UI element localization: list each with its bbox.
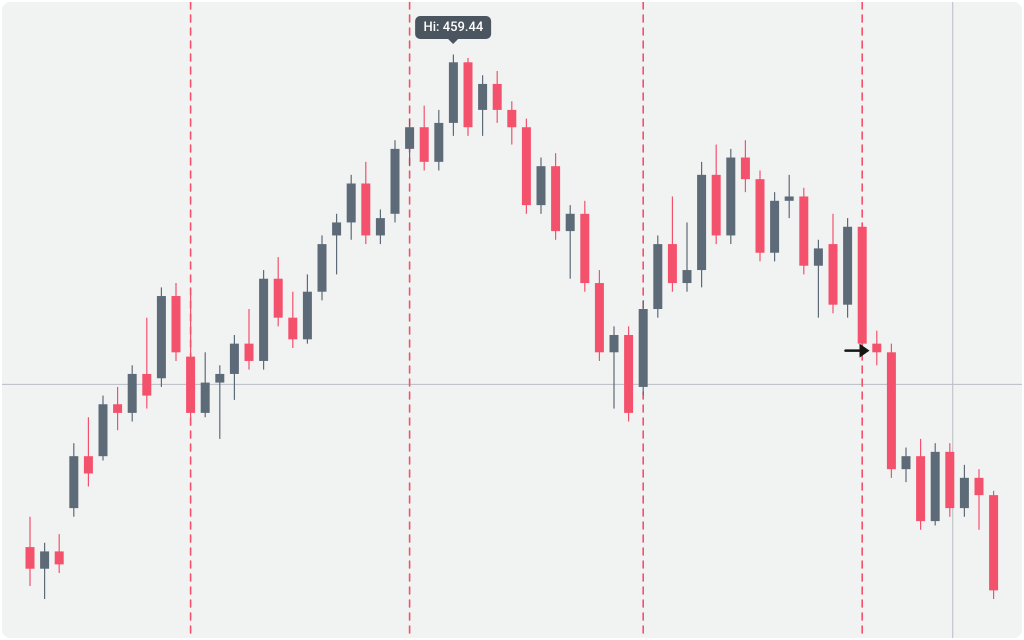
candle-18[interactable]	[288, 292, 297, 348]
candle-29[interactable]	[449, 55, 458, 136]
candle-54[interactable]	[814, 240, 823, 318]
candle-2[interactable]	[55, 534, 64, 573]
candle-33[interactable]	[507, 101, 516, 144]
candle-53[interactable]	[799, 188, 808, 275]
candle-32[interactable]	[493, 71, 502, 123]
candle-61[interactable]	[916, 439, 925, 530]
candle-48[interactable]	[726, 149, 735, 244]
candle-1[interactable]	[40, 543, 49, 599]
candle-57[interactable]	[858, 222, 867, 352]
candle-16[interactable]	[259, 270, 268, 370]
candle-8[interactable]	[142, 318, 151, 409]
candle-19[interactable]	[303, 274, 312, 343]
candle-58[interactable]	[872, 331, 881, 366]
candle-37[interactable]	[566, 205, 575, 279]
candle-66[interactable]	[989, 491, 998, 599]
candle-62[interactable]	[931, 443, 940, 525]
candle-3[interactable]	[69, 443, 78, 517]
chart-panel[interactable]: Hi: 459.44	[2, 2, 1022, 638]
candle-35[interactable]	[537, 158, 546, 214]
candlestick-chart[interactable]	[2, 2, 1022, 638]
candle-17[interactable]	[274, 257, 283, 326]
candle-7[interactable]	[128, 365, 137, 421]
candle-30[interactable]	[464, 58, 473, 136]
candle-14[interactable]	[230, 335, 239, 400]
candle-50[interactable]	[756, 171, 765, 262]
candle-9[interactable]	[157, 287, 166, 387]
candle-55[interactable]	[829, 214, 838, 314]
candle-21[interactable]	[332, 214, 341, 275]
candle-36[interactable]	[551, 153, 560, 240]
candle-27[interactable]	[420, 106, 429, 171]
candle-6[interactable]	[113, 387, 122, 430]
candle-10[interactable]	[172, 283, 181, 361]
candle-15[interactable]	[245, 309, 254, 370]
candle-38[interactable]	[580, 201, 589, 292]
candle-65[interactable]	[975, 469, 984, 530]
candle-28[interactable]	[434, 110, 443, 171]
candle-26[interactable]	[405, 119, 414, 167]
candle-43[interactable]	[653, 235, 662, 317]
candle-56[interactable]	[843, 218, 852, 318]
candle-63[interactable]	[945, 443, 954, 517]
arrow-head-icon	[860, 344, 870, 358]
candle-44[interactable]	[668, 196, 677, 291]
candle-4[interactable]	[84, 417, 93, 486]
candle-22[interactable]	[347, 175, 356, 240]
candle-25[interactable]	[391, 140, 400, 222]
candle-40[interactable]	[610, 326, 619, 408]
candle-49[interactable]	[741, 140, 750, 192]
candle-12[interactable]	[201, 352, 210, 417]
candle-13[interactable]	[215, 365, 224, 439]
candle-45[interactable]	[683, 222, 692, 291]
candle-20[interactable]	[318, 235, 327, 300]
candle-47[interactable]	[712, 145, 721, 245]
candle-51[interactable]	[770, 192, 779, 261]
candle-34[interactable]	[522, 119, 531, 214]
chart-frame: Hi: 459.44	[0, 0, 1024, 640]
candle-0[interactable]	[26, 517, 35, 586]
candle-64[interactable]	[960, 465, 969, 517]
candle-23[interactable]	[361, 162, 370, 244]
candle-39[interactable]	[595, 270, 604, 361]
arrow-marker	[846, 344, 870, 358]
candle-42[interactable]	[639, 300, 648, 395]
candle-5[interactable]	[99, 396, 108, 461]
candle-60[interactable]	[902, 448, 911, 483]
candle-46[interactable]	[697, 162, 706, 288]
candle-11[interactable]	[186, 292, 195, 426]
candle-24[interactable]	[376, 209, 385, 244]
candle-41[interactable]	[624, 326, 633, 421]
candle-52[interactable]	[785, 175, 794, 218]
candle-59[interactable]	[887, 344, 896, 478]
candle-31[interactable]	[478, 75, 487, 136]
